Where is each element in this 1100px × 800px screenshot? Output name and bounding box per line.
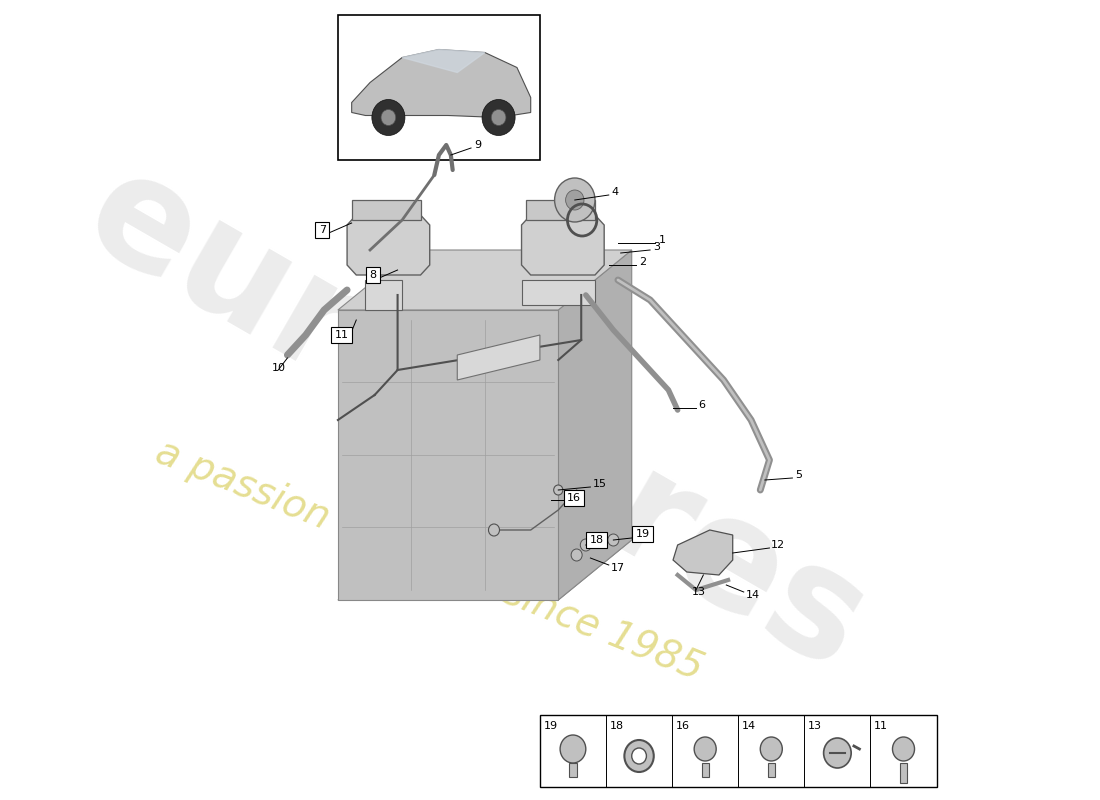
Circle shape xyxy=(581,539,592,551)
Text: 15: 15 xyxy=(593,479,607,489)
Text: euroPares: euroPares xyxy=(60,137,891,703)
Bar xyxy=(338,310,559,600)
Bar xyxy=(702,763,708,777)
Circle shape xyxy=(625,740,653,772)
Polygon shape xyxy=(338,250,631,310)
Text: 5: 5 xyxy=(795,470,802,480)
Polygon shape xyxy=(673,530,733,575)
Text: 9: 9 xyxy=(474,140,481,150)
Bar xyxy=(768,763,776,777)
Circle shape xyxy=(892,737,914,761)
Circle shape xyxy=(488,524,499,536)
Polygon shape xyxy=(559,250,631,600)
Bar xyxy=(526,200,595,220)
Polygon shape xyxy=(352,50,530,118)
Circle shape xyxy=(381,110,396,126)
Text: 13: 13 xyxy=(808,721,822,731)
Circle shape xyxy=(560,735,586,763)
Polygon shape xyxy=(338,540,631,600)
Text: 7: 7 xyxy=(319,225,326,235)
Circle shape xyxy=(565,190,584,210)
Polygon shape xyxy=(348,215,430,275)
Circle shape xyxy=(631,748,647,764)
Bar xyxy=(521,280,595,305)
Circle shape xyxy=(760,737,782,761)
Bar xyxy=(900,763,908,783)
Text: 13: 13 xyxy=(692,587,705,597)
Text: 11: 11 xyxy=(334,330,349,340)
Bar xyxy=(338,15,540,160)
Text: 1: 1 xyxy=(659,235,667,245)
Circle shape xyxy=(554,178,595,222)
Circle shape xyxy=(372,99,405,135)
Text: 6: 6 xyxy=(698,400,706,410)
Text: 14: 14 xyxy=(746,590,760,600)
Bar xyxy=(352,200,420,220)
Text: 19: 19 xyxy=(636,529,650,539)
Text: 18: 18 xyxy=(609,721,624,731)
Circle shape xyxy=(482,99,515,135)
Text: a passion for parts since 1985: a passion for parts since 1985 xyxy=(151,433,710,687)
Circle shape xyxy=(571,549,582,561)
Bar xyxy=(540,715,936,787)
Circle shape xyxy=(824,738,851,768)
Text: 2: 2 xyxy=(639,257,646,267)
Polygon shape xyxy=(521,215,604,275)
Polygon shape xyxy=(458,335,540,380)
Text: 18: 18 xyxy=(590,535,604,545)
Text: 10: 10 xyxy=(272,363,286,373)
Text: 4: 4 xyxy=(612,187,618,197)
Circle shape xyxy=(608,534,619,546)
Text: 14: 14 xyxy=(741,721,756,731)
Text: 19: 19 xyxy=(543,721,558,731)
Text: 11: 11 xyxy=(874,721,888,731)
Text: 16: 16 xyxy=(566,493,581,503)
Circle shape xyxy=(553,485,563,495)
Circle shape xyxy=(492,110,506,126)
Text: 3: 3 xyxy=(652,242,660,252)
Text: 16: 16 xyxy=(675,721,690,731)
Text: 17: 17 xyxy=(610,563,625,573)
Text: 12: 12 xyxy=(771,540,785,550)
Bar xyxy=(570,763,576,777)
Circle shape xyxy=(694,737,716,761)
Text: 8: 8 xyxy=(370,270,376,280)
Polygon shape xyxy=(403,50,485,73)
Bar xyxy=(365,280,403,310)
